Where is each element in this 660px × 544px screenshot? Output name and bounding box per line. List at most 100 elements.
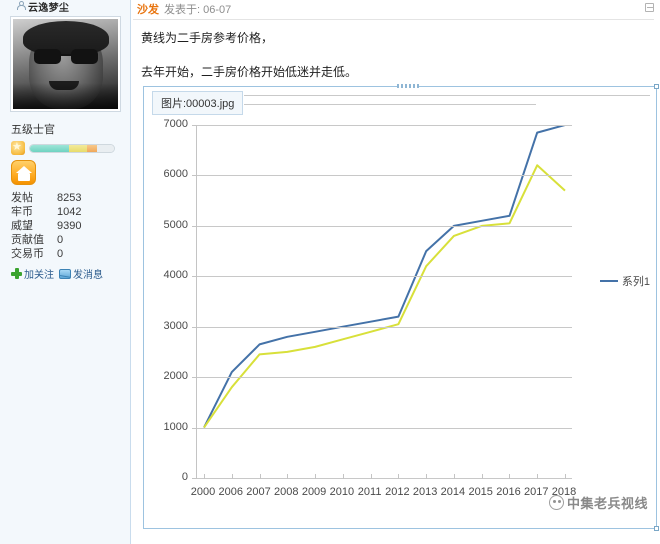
chart-x-label: 2012 (385, 486, 410, 498)
rule-line (244, 104, 537, 105)
avatar-shadow (13, 83, 118, 109)
user-rank-label: 五级士官 (11, 124, 55, 136)
chart-x-tick (565, 474, 566, 479)
send-message-label: 发消息 (73, 270, 103, 281)
chart-x-label: 2007 (246, 486, 271, 498)
chart-x-label: 2008 (274, 486, 299, 498)
chart-x-label: 2013 (412, 486, 438, 498)
chart-plot-area: 0 1000 2000 3000 4000 5000 6000 7000 (164, 118, 572, 483)
avatar-image (13, 19, 118, 109)
chart-gridline (197, 478, 572, 479)
header-divider (133, 19, 654, 20)
stat-label: 发帖 (11, 192, 33, 204)
chart-y-tick (192, 225, 197, 227)
stat-row: 发帖 8253 (11, 191, 122, 205)
post-floor-label[interactable]: 沙发 (137, 4, 159, 16)
resize-handle-bottom-right[interactable] (654, 526, 659, 531)
chart-gridline (197, 377, 572, 379)
rule-line (244, 95, 650, 96)
chart-gridline (197, 276, 572, 278)
follow-label: 加关注 (24, 270, 54, 281)
chart-series-line (203, 124, 566, 429)
post-paragraph: 黄线为二手房参考价格， (141, 31, 274, 45)
chart-x-label: 2015 (468, 486, 493, 498)
chart-x-tick (398, 474, 400, 479)
avatar[interactable] (10, 16, 121, 112)
stat-value: 9390 (57, 220, 82, 232)
post-header: 沙发 发表于: 06-07 (131, 0, 660, 16)
chart-x-tick (231, 474, 233, 479)
chart-x-label: 2016 (496, 486, 521, 498)
send-message-button[interactable]: 发消息 (59, 266, 103, 281)
rank-progress-bar (29, 143, 115, 153)
chart-y-label: 7000 (163, 118, 188, 130)
progress-segment (30, 144, 69, 152)
stat-row: 牢币 1042 (11, 205, 122, 219)
chart-x-tick (537, 474, 539, 479)
legend-label: 系列1 (621, 276, 650, 288)
post-time-label: 发表于: 06-07 (164, 4, 232, 16)
chart-x-label: 2009 (301, 486, 327, 498)
chart-y-tick (192, 125, 197, 126)
progress-segment (97, 144, 114, 152)
stat-label: 威望 (11, 220, 33, 232)
chart-x-tick (287, 474, 289, 479)
progress-segment (87, 144, 98, 152)
resize-handle-top[interactable] (397, 84, 419, 88)
chart-series-line (203, 164, 566, 429)
chart-y-label: 5000 (163, 218, 188, 231)
user-sidebar: 云逸梦尘 五级士官 (0, 0, 131, 544)
watermark-logo-icon (548, 495, 564, 510)
chart-y-label: 1000 (163, 420, 188, 433)
chart-y-label: 4000 (163, 269, 188, 282)
chart-gridline (197, 427, 572, 429)
home-badge-icon[interactable] (11, 160, 36, 185)
line-chart: 0 1000 2000 3000 4000 5000 6000 7000 2000 2006 20… (152, 97, 650, 522)
chart-y-label: 3000 (163, 319, 188, 332)
image-selection-box[interactable]: 图片:00003.jpg 0 1000 2000 3000 4000 5000 6000 70… (143, 84, 659, 531)
chart-x-tick (481, 474, 483, 479)
note-icon[interactable] (645, 3, 654, 12)
chart-gridline (197, 175, 572, 177)
user-stats: 发帖 8253 牢币 1042 威望 9390 贡献值 0 交易币 0 (11, 191, 122, 261)
stat-label: 牢币 (11, 206, 33, 218)
chart-y-tick (192, 377, 197, 379)
chart-y-label: 2000 (163, 370, 188, 383)
stat-row: 贡献值 0 (11, 233, 122, 247)
chart-y-label: 6000 (163, 168, 188, 181)
chart-x-label: 2017 (523, 486, 549, 498)
avatar-glasses-bridge (39, 54, 91, 56)
watermark-text: 中集老兵视线 (566, 497, 648, 512)
post-paragraph: 去年开始，二手房价格开始低迷并走低。 (141, 65, 358, 79)
chart-x-tick (370, 474, 372, 479)
stat-row: 威望 9390 (11, 219, 122, 233)
chart-x-tick (426, 474, 428, 479)
chart-x-axis: 2000 2006 2007 2008 2009 2010 2011 2012 2013 2014… (191, 486, 576, 502)
avatar-sunglasses-icon (34, 49, 98, 64)
star-icon (11, 140, 25, 155)
chart-y-tick (192, 276, 197, 278)
follow-button[interactable]: 加关注 (11, 266, 54, 281)
chart-y-tick (192, 427, 197, 429)
username-row[interactable]: 云逸梦尘 (8, 0, 122, 14)
rank-progress-row (11, 140, 122, 155)
chart-x-label: 2011 (357, 486, 382, 498)
progress-segment (68, 144, 88, 152)
chart-y-tick (192, 326, 197, 328)
watermark: 中集老兵视线 (548, 493, 648, 512)
legend-color-swatch (599, 280, 618, 282)
stat-value: 8253 (57, 192, 82, 204)
plus-icon (11, 268, 22, 279)
username-label[interactable]: 云逸梦尘 (28, 2, 70, 14)
resize-handle-top-right[interactable] (654, 84, 659, 89)
chart-gridline (197, 326, 572, 328)
image-caption[interactable]: 图片:00003.jpg (152, 91, 244, 115)
stat-label: 贡献值 (11, 234, 44, 246)
chart-x-label: 2014 (440, 486, 466, 498)
chart-y-label: 0 (181, 471, 188, 483)
user-icon (16, 1, 26, 11)
caption-rule-lines (244, 95, 650, 113)
chart-x-label: 2010 (329, 486, 355, 498)
stat-value: 1042 (57, 206, 82, 218)
